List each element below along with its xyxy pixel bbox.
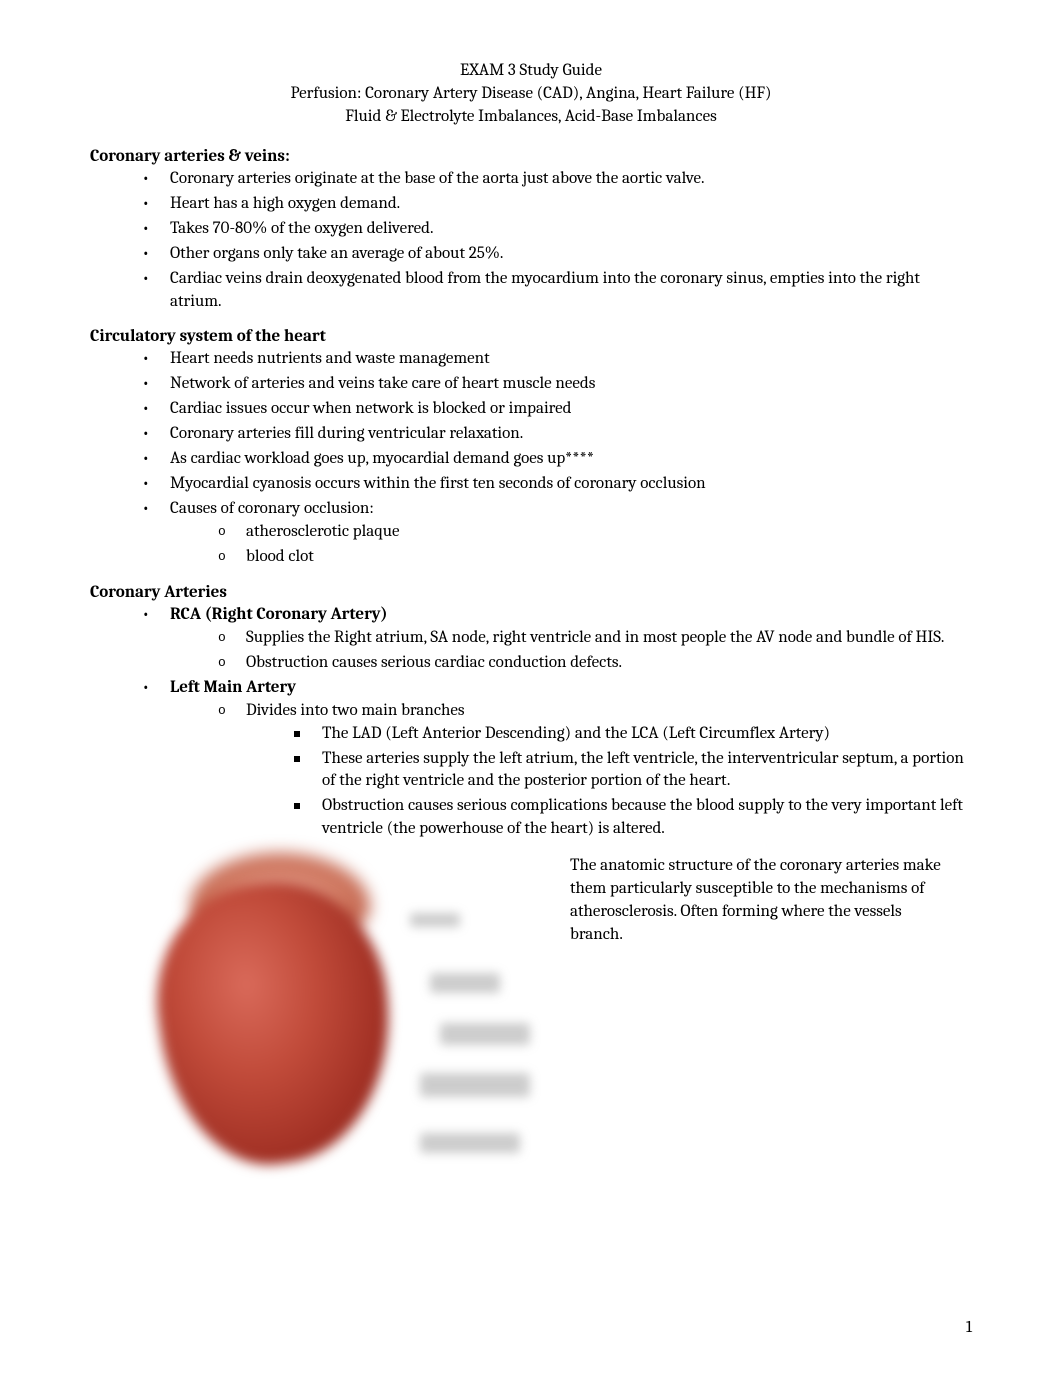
rca-label: RCA (Right Coronary Artery) [170,605,388,624]
list-item: Coronary arteries originate at the base … [142,168,972,191]
sub-item: Obstruction causes serious cardiac condu… [218,652,972,675]
sub-list-rca: Supplies the Right atrium, SA node, righ… [170,627,972,675]
sq-item: Obstruction causes serious complications… [294,795,972,841]
list-item: Other organs only take an average of abo… [142,243,972,266]
list-item: Heart needs nutrients and waste manageme… [142,348,972,371]
diagram-label-blur [420,1133,520,1153]
header-line-2: Perfusion: Coronary Artery Disease (CAD)… [90,83,972,106]
sub-sq-list-lma: The LAD (Left Anterior Descending) and t… [246,723,972,842]
header-line-1: EXAM 3 Study Guide [90,60,972,83]
list-item: Cardiac issues occur when network is blo… [142,398,972,421]
list-item: Cardiac veins drain deoxygenated blood f… [142,268,972,314]
sub-list-lma: Divides into two main branches The LAD (… [170,700,972,842]
section-title-circulatory: Circulatory system of the heart [90,327,972,346]
diagram-label-blur [440,1023,530,1045]
diagram-label-blur [410,913,460,927]
header-line-3: Fluid & Electrolyte Imbalances, Acid-Bas… [90,106,972,129]
list-item: Takes 70-80% of the oxygen delivered. [142,218,972,241]
bullet-list-s1: Coronary arteries originate at the base … [90,168,972,314]
bullet-list-s3: RCA (Right Coronary Artery) Supplies the… [90,604,972,841]
heart-diagram [150,853,540,1193]
list-item: Heart has a high oxygen demand. [142,193,972,216]
list-item: Causes of coronary occlusion: atheroscle… [142,498,972,569]
sub-item: atherosclerotic plaque [218,521,972,544]
list-item: Myocardial cyanosis occurs within the fi… [142,473,972,496]
page-number: 1 [966,1318,972,1337]
sq-item: The LAD (Left Anterior Descending) and t… [294,723,972,746]
sub-list-s2: atherosclerotic plaque blood clot [170,521,972,569]
diagram-label-blur [420,1073,530,1097]
sub-item: Divides into two main branches The LAD (… [218,700,972,842]
list-item: As cardiac workload goes up, myocardial … [142,448,972,471]
list-item: Coronary arteries fill during ventricula… [142,423,972,446]
bullet-list-s2: Heart needs nutrients and waste manageme… [90,348,972,568]
document-page: EXAM 3 Study Guide Perfusion: Coronary A… [0,0,1062,1377]
heart-body [142,869,409,1178]
lma-label: Left Main Artery [170,678,296,697]
list-item: Network of arteries and veins take care … [142,373,972,396]
list-item: Left Main Artery Divides into two main b… [142,677,972,842]
section-title-coronary-arteries: Coronary Arteries [90,583,972,602]
list-item-text: Causes of coronary occlusion: [170,499,374,518]
side-paragraph: The anatomic structure of the coronary a… [540,853,950,947]
image-text-row: The anatomic structure of the coronary a… [90,853,972,1193]
document-header: EXAM 3 Study Guide Perfusion: Coronary A… [90,60,972,129]
sq-item: These arteries supply the left atrium, t… [294,748,972,794]
section-title-coronary-veins: Coronary arteries & veins: [90,147,972,166]
sub-item: blood clot [218,546,972,569]
sub-item-text: Divides into two main branches [246,701,465,720]
sub-item: Supplies the Right atrium, SA node, righ… [218,627,972,650]
list-item: RCA (Right Coronary Artery) Supplies the… [142,604,972,675]
diagram-label-blur [430,973,500,993]
